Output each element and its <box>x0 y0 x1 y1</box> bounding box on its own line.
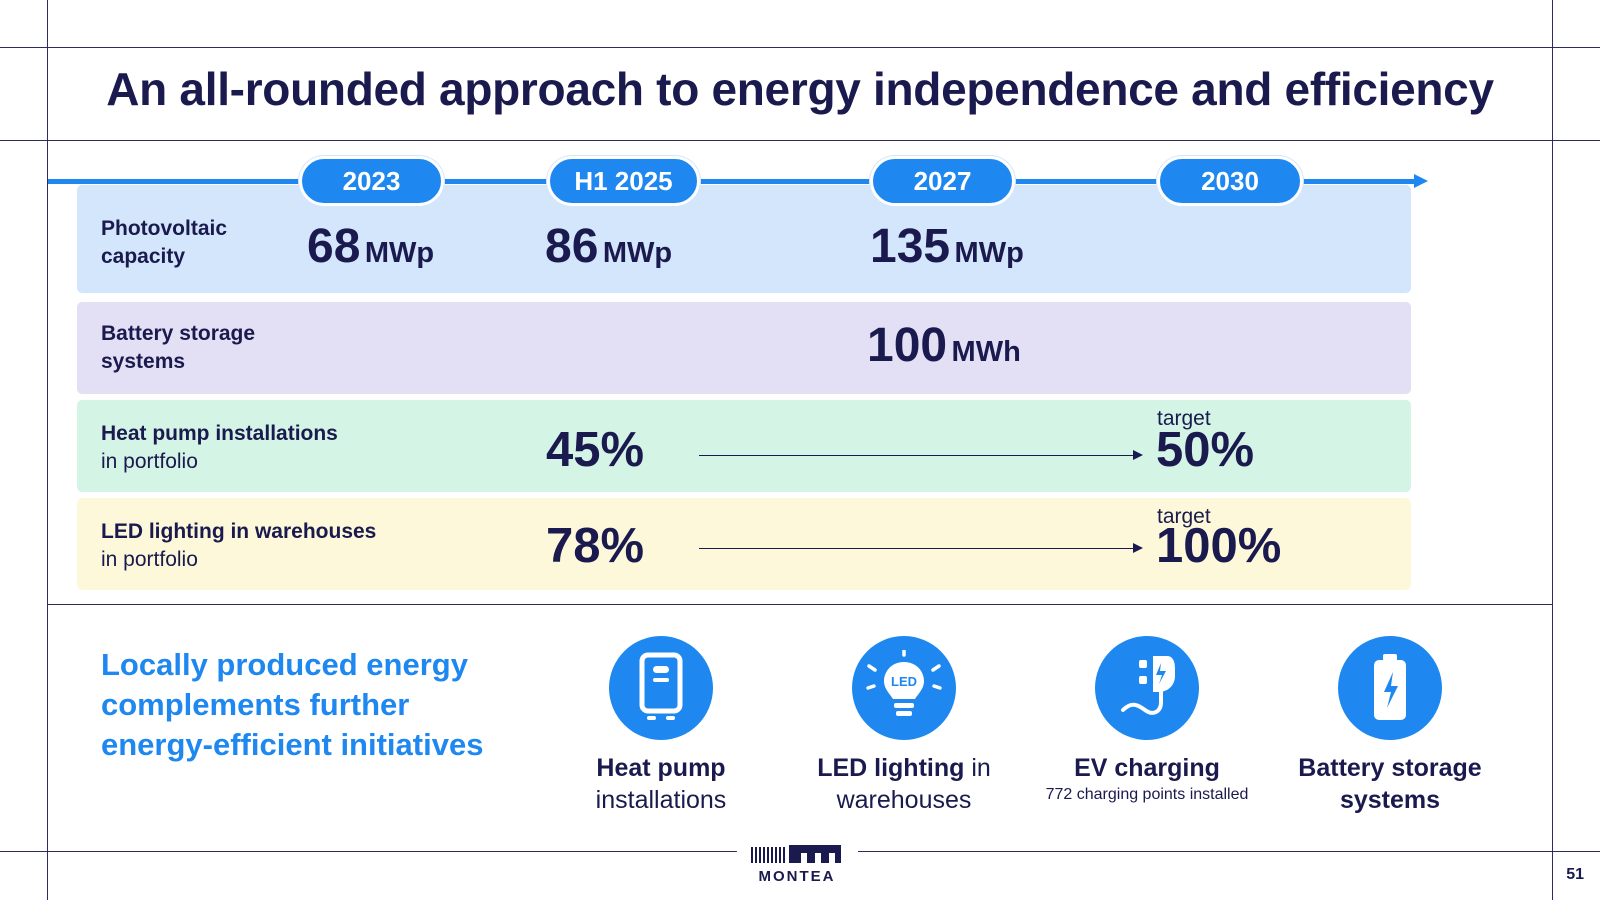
value-number: 68 <box>307 220 361 273</box>
section-divider-line <box>47 604 1553 605</box>
label-line: Photovoltaic <box>101 217 228 240</box>
value-number: 100 <box>867 319 948 372</box>
initiative-led-lighting: LED LED lighting in warehouses <box>784 636 1024 816</box>
footer-line-left <box>0 851 737 852</box>
label-normal: in portfolio <box>101 548 198 571</box>
timeline-arrowhead <box>1414 174 1428 188</box>
montea-logo: MONTEA <box>745 843 849 885</box>
caption-bold: EV charging <box>1074 754 1220 782</box>
label-line: capacity <box>101 245 186 268</box>
logo-text: MONTEA <box>758 868 836 885</box>
label-bold: Heat pump installations <box>101 422 338 445</box>
heat-pump-target-label: target <box>1157 407 1211 430</box>
value-number: 86 <box>545 220 599 273</box>
caption-sub: 772 charging points installed <box>1045 786 1249 803</box>
frame-top-line <box>0 47 1600 48</box>
footer-line-right <box>858 851 1600 852</box>
caption-normal-first: in <box>971 754 991 782</box>
caption-bold: LED lighting <box>817 754 965 782</box>
row-battery-storage: Battery storage systems 100 MWh <box>77 302 1411 394</box>
label-normal: in portfolio <box>101 450 198 473</box>
heat-pump-target: 50% <box>1156 423 1255 477</box>
row-label-photovoltaic: Photovoltaic capacity <box>101 215 227 271</box>
pv-value-h1-2025: 86 MWp <box>545 219 672 274</box>
initiative-ev-charging: EV charging 772 charging points installe… <box>1027 636 1267 806</box>
logo-mark-icon <box>751 845 841 863</box>
heat-pump-icon <box>609 636 713 740</box>
label-bold: LED lighting in warehouses <box>101 520 377 543</box>
caption-bold: Battery storage <box>1298 754 1482 782</box>
led-icon-text: LED <box>891 674 917 689</box>
value-unit: MWh <box>951 336 1021 368</box>
led-bulb-icon: LED <box>852 636 956 740</box>
battery-caption: Battery storage systems <box>1270 752 1510 816</box>
led-progress-arrow <box>699 543 1143 553</box>
battery-icon <box>1338 636 1442 740</box>
year-pill-h1-2025: H1 2025 <box>547 156 700 206</box>
page-title: An all-rounded approach to energy indepe… <box>106 63 1494 115</box>
title-divider-line <box>0 140 1600 141</box>
caption-normal-second: warehouses <box>836 786 972 814</box>
led-target-label: target <box>1157 505 1211 528</box>
ev-caption: EV charging 772 charging points installe… <box>1027 752 1267 806</box>
caption-bold-second: systems <box>1339 786 1441 814</box>
row-label-battery: Battery storage systems <box>101 320 255 376</box>
led-caption: LED lighting in warehouses <box>784 752 1024 816</box>
battery-value-2027: 100 MWh <box>867 318 1021 373</box>
year-pill-2030: 2030 <box>1157 156 1303 206</box>
year-pill-2027: 2027 <box>870 156 1015 206</box>
ev-charging-icon <box>1095 636 1199 740</box>
row-label-led: LED lighting in warehouses in portfolio <box>101 518 376 574</box>
value-unit: MWp <box>954 237 1024 269</box>
label-line: Battery storage <box>101 322 256 345</box>
pv-value-2023: 68 MWp <box>307 219 434 274</box>
value-unit: MWp <box>364 237 435 269</box>
caption-normal: installations <box>595 786 727 814</box>
led-target: 100% <box>1156 519 1282 573</box>
initiative-battery-storage: Battery storage systems <box>1270 636 1510 816</box>
initiative-heat-pump: Heat pump installations <box>541 636 781 816</box>
row-label-heat-pump: Heat pump installations in portfolio <box>101 420 338 476</box>
heat-pump-caption: Heat pump installations <box>541 752 781 816</box>
bottom-heading: Locally produced energy complements furt… <box>101 647 484 762</box>
heat-pump-progress-arrow <box>699 450 1143 460</box>
frame-left-line <box>47 0 48 900</box>
frame-right-line <box>1552 0 1553 900</box>
led-current: 78% <box>546 519 645 573</box>
row-heat-pump: Heat pump installations in portfolio 45%… <box>77 400 1411 492</box>
row-led-lighting: LED lighting in warehouses in portfolio … <box>77 498 1411 590</box>
value-unit: MWp <box>602 237 673 269</box>
page-number: 51 <box>1566 866 1584 883</box>
label-line: systems <box>101 350 186 373</box>
year-pill-2023: 2023 <box>299 156 444 206</box>
timeline-arrow <box>48 179 1420 184</box>
heat-pump-current: 45% <box>546 423 645 477</box>
value-number: 135 <box>870 220 951 273</box>
caption-bold: Heat pump <box>596 754 726 782</box>
pv-value-2027: 135 MWp <box>870 219 1024 274</box>
